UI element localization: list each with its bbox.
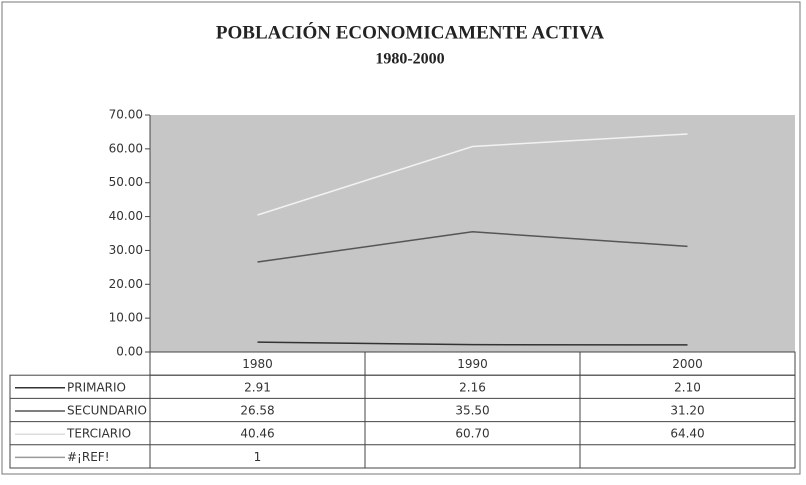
plot-area <box>150 115 795 352</box>
table-cell: 60.70 <box>455 427 489 441</box>
chart-title: POBLACIÓN ECONOMICAMENTE ACTIVA <box>216 21 604 43</box>
table-cell: 2.10 <box>674 380 701 394</box>
chart-subtitle: 1980-2000 <box>375 51 444 68</box>
x-tick-label: 1990 <box>457 357 488 371</box>
series-line <box>257 231 688 263</box>
table-cell: 64.40 <box>670 427 704 441</box>
y-tick-label: 50.00 <box>109 175 143 189</box>
legend-label: TERCIARIO <box>66 427 131 441</box>
y-tick-label: 30.00 <box>109 243 143 257</box>
series-line <box>257 133 688 216</box>
table-cell: 31.20 <box>670 404 704 418</box>
table-cell: 2.91 <box>244 380 271 394</box>
series-line <box>257 341 688 346</box>
x-tick-label: 1980 <box>242 357 273 371</box>
y-tick-label: 0.00 <box>116 345 143 359</box>
y-tick-label: 20.00 <box>109 277 143 291</box>
x-tick-label: 2000 <box>672 357 703 371</box>
table-cell: 26.58 <box>240 404 274 418</box>
table-cell: 1 <box>254 450 262 464</box>
y-tick-label: 40.00 <box>109 209 143 223</box>
table-cell: 40.46 <box>240 427 274 441</box>
legend-label: PRIMARIO <box>67 380 126 394</box>
table-cell: 2.16 <box>459 380 486 394</box>
legend-label: #¡REF! <box>67 450 110 464</box>
y-tick-label: 10.00 <box>109 311 143 325</box>
y-tick-label: 60.00 <box>109 141 143 155</box>
y-tick-label: 70.00 <box>109 108 143 122</box>
legend-label: SECUNDARIO <box>67 404 147 418</box>
table-cell: 35.50 <box>455 404 489 418</box>
